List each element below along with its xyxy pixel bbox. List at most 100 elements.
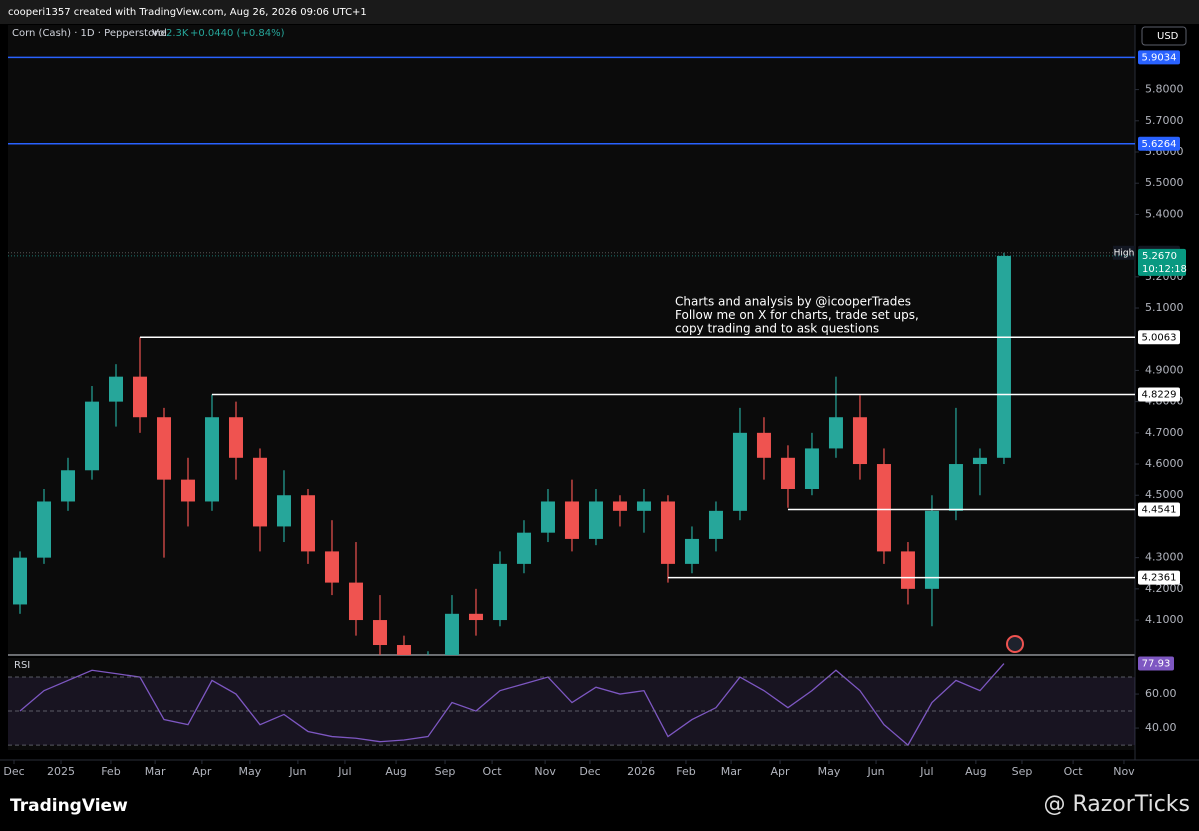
x-tick-label: Feb [676, 765, 695, 778]
currency-button[interactable] [1141, 26, 1187, 46]
candle-body [732, 432, 747, 511]
x-tick-label: May [818, 765, 841, 778]
x-tick-label: Oct [1064, 765, 1084, 778]
rsi-value-box [1138, 656, 1174, 671]
candle-body [948, 464, 963, 511]
x-tick-label: 2026 [627, 765, 655, 778]
y-tick-label: 4.9000 [1145, 363, 1184, 376]
volume: 2.3K [166, 28, 189, 39]
main-pane [8, 25, 1135, 655]
candle-body [444, 613, 459, 655]
candle-body [348, 582, 363, 621]
candle-body [612, 501, 627, 511]
brand: TradingView [10, 796, 128, 816]
volume-label: Vol [152, 28, 167, 39]
candle-body [324, 551, 339, 583]
candle-body [684, 538, 699, 564]
high-tag: High [1114, 248, 1135, 258]
candle-body [588, 501, 603, 539]
candle-body [252, 457, 267, 527]
candle-body [900, 551, 915, 589]
top-bar [0, 0, 1199, 24]
candle-body [300, 495, 315, 552]
y-tick-label: 4.5000 [1145, 488, 1184, 501]
candle-body [828, 417, 843, 449]
rsi-plot [19, 663, 1005, 747]
candle-body [780, 457, 795, 489]
rsi-value: 77.93 [1142, 659, 1171, 670]
rsi-line [19, 663, 1005, 747]
candle-body [708, 510, 723, 539]
level-label-box [1138, 136, 1180, 151]
x-tick-label: Mar [145, 765, 166, 778]
level-label-box [1138, 50, 1180, 65]
candle-body [204, 417, 219, 502]
currency[interactable]: USD [1157, 31, 1179, 42]
y-tick-label: 5.7000 [1145, 114, 1184, 127]
x-tick-label: Dec [579, 765, 600, 778]
level-label: 5.6264 [1142, 139, 1177, 150]
x-tick-label: Apr [771, 765, 791, 778]
y-tick-label: 5.4000 [1145, 207, 1184, 220]
x-tick-label: Aug [965, 765, 986, 778]
countdown: 10:12:18 [1142, 264, 1187, 275]
candle-body [84, 401, 99, 471]
candle-body [396, 645, 411, 655]
y-tick-label: 4.1000 [1145, 613, 1184, 626]
candle-body [108, 376, 123, 402]
candle-body [876, 464, 891, 552]
change: +0.0440 (+0.84%) [190, 28, 285, 39]
candle-body [636, 501, 651, 511]
rsi-tick-label: 40.00 [1145, 721, 1177, 734]
candle-body [516, 532, 531, 564]
level-label-box [1138, 570, 1180, 585]
symbol-title: Corn (Cash) · 1D · Pepperstone [12, 28, 167, 39]
x-tick-label: Jun [288, 765, 306, 778]
y-tick-label: 4.7000 [1145, 426, 1184, 439]
x-tick-label: Aug [385, 765, 406, 778]
level-label-box [1138, 502, 1180, 517]
main-plot [12, 252, 1011, 655]
x-tick-label: Apr [192, 765, 212, 778]
candle-body [180, 479, 195, 502]
caption: cooperi1357 created with TradingView.com… [8, 7, 367, 18]
x-tick-label: Dec [3, 765, 24, 778]
level-label: 4.4541 [1142, 505, 1177, 516]
candle-body [564, 501, 579, 539]
level-label: 5.0063 [1142, 332, 1177, 343]
x-tick-label: Mar [721, 765, 742, 778]
candle-body [492, 563, 507, 621]
y-tick-label: 4.3000 [1145, 551, 1184, 564]
candle-body [972, 457, 987, 465]
x-tick-label: Jul [337, 765, 351, 778]
candle-body [132, 376, 147, 418]
candle-body [852, 417, 867, 465]
candle-body [660, 501, 675, 564]
candle-body [924, 510, 939, 589]
y-tick-label: 5.1000 [1145, 301, 1184, 314]
y-tick-label: 4.6000 [1145, 457, 1184, 470]
rsi-title: RSI [14, 660, 30, 671]
candle-body [996, 255, 1011, 458]
candle-body [36, 501, 51, 558]
x-tick-label: Nov [1113, 765, 1135, 778]
footer-bar [0, 785, 1199, 831]
candle-body [228, 417, 243, 458]
x-tick-label: Jul [919, 765, 933, 778]
x-tick-label: 2025 [47, 765, 75, 778]
level-label-box [1138, 330, 1180, 345]
y-tick-label: 5.5000 [1145, 176, 1184, 189]
event-icon[interactable] [1006, 635, 1024, 653]
level-label: 5.9034 [1142, 52, 1177, 63]
annotation: Follow me on X for charts, trade set ups… [675, 308, 919, 322]
level-label: 4.2361 [1142, 573, 1177, 584]
rsi-tick-label: 60.00 [1145, 687, 1177, 700]
candle-body [60, 470, 75, 502]
candle-body [156, 417, 171, 480]
level-label: 4.8229 [1142, 389, 1177, 400]
candle-body [276, 495, 291, 527]
candle-body [804, 448, 819, 489]
x-tick-label: Nov [534, 765, 556, 778]
